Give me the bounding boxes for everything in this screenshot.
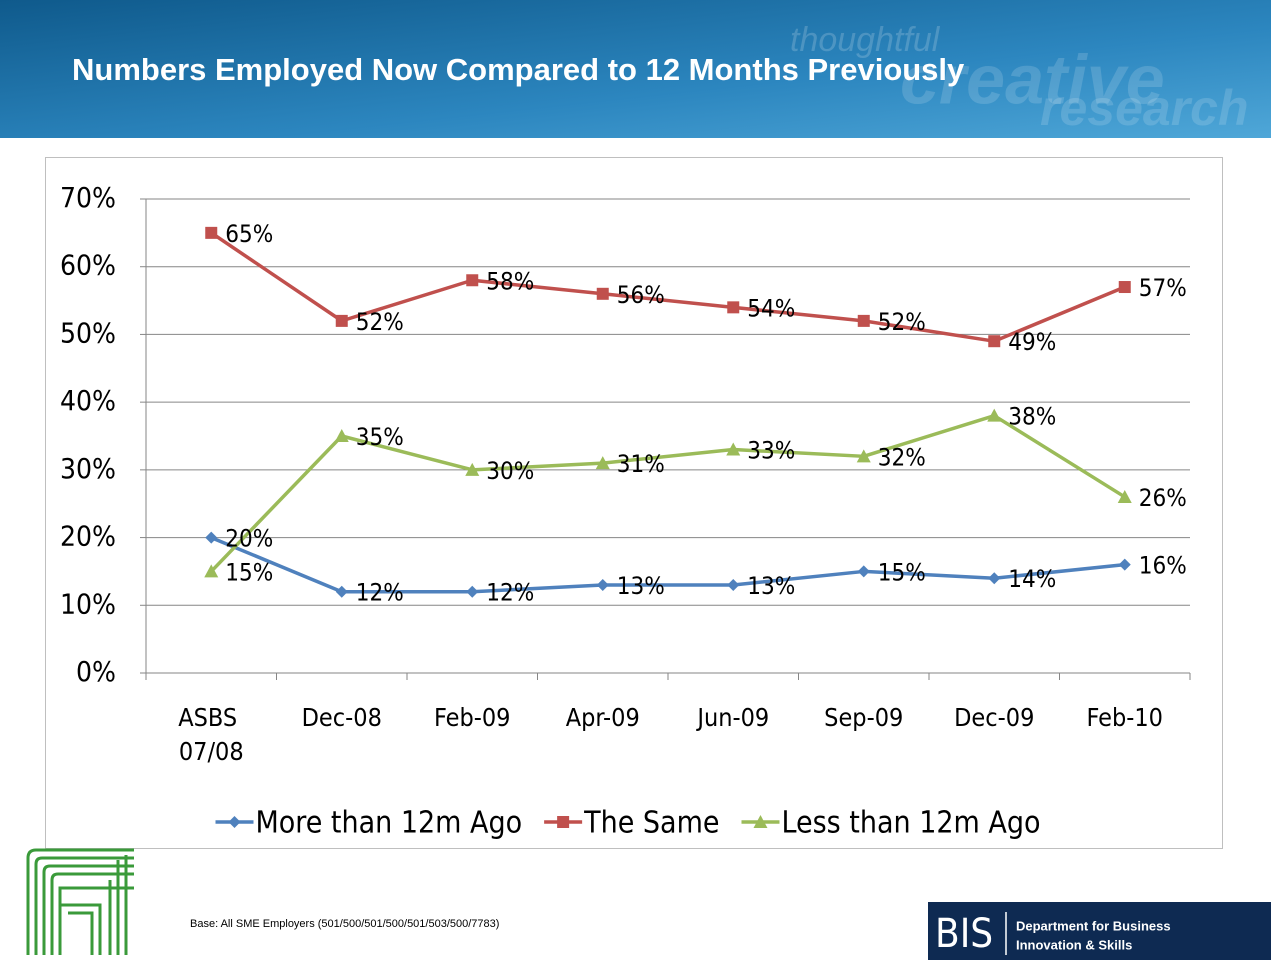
marker <box>857 565 870 578</box>
marker <box>334 429 349 442</box>
data-label: 30% <box>486 457 534 485</box>
watermark: research <box>1040 80 1249 136</box>
watermark: thoughtful <box>790 21 941 59</box>
y-tick-label: 0% <box>76 655 116 688</box>
marker <box>726 442 741 456</box>
series-line <box>210 231 1126 343</box>
legend-label: The Same <box>583 806 719 841</box>
data-label: 15% <box>225 558 273 586</box>
legend: More than 12m Ago The Same Less than 12m A… <box>215 806 1041 841</box>
marker <box>753 815 768 828</box>
x-tick-label: Dec-09 <box>954 703 1034 732</box>
y-tick-label: 10% <box>60 587 116 620</box>
y-tick-label: 60% <box>60 249 116 282</box>
data-label: 20% <box>225 525 273 553</box>
marker <box>335 585 348 598</box>
y-tick-label: 40% <box>60 384 116 417</box>
marker <box>987 408 1002 422</box>
marker <box>205 531 218 544</box>
data-label: 13% <box>617 572 665 600</box>
marker <box>465 462 480 476</box>
marker <box>856 449 871 463</box>
y-tick-label: 30% <box>60 452 116 485</box>
data-label: 16% <box>1139 552 1187 580</box>
marker <box>466 585 479 598</box>
data-label: 32% <box>878 443 926 471</box>
x-tick-label: Jun-09 <box>695 703 769 732</box>
data-label: 65% <box>225 220 273 248</box>
marker <box>557 816 570 828</box>
watermark: creative <box>900 40 1165 118</box>
data-label: 12% <box>356 579 404 607</box>
data-label: 35% <box>356 423 404 451</box>
data-label: 49% <box>1008 328 1056 356</box>
marker <box>727 578 740 591</box>
data-label: 13% <box>747 572 795 600</box>
bis-line: Department for Business <box>1016 918 1171 933</box>
marker <box>988 335 1001 348</box>
marker <box>205 226 218 239</box>
bis-logo <box>928 902 1271 960</box>
data-label: 58% <box>486 267 534 295</box>
legend-label: Less than 12m Ago <box>781 806 1040 841</box>
x-tick-label: ASBS 07/08 <box>178 703 244 766</box>
marker <box>596 287 609 300</box>
marker <box>228 816 241 828</box>
marker <box>204 564 219 578</box>
x-tick-label: Feb-09 <box>434 703 510 732</box>
data-label: 54% <box>747 294 795 322</box>
x-tick-label: Sep-09 <box>824 703 903 732</box>
marker <box>1117 489 1132 503</box>
bis-mark: BIS <box>935 911 993 957</box>
data-label: 52% <box>878 308 926 336</box>
data-label: 38% <box>1008 403 1056 431</box>
series-line <box>209 413 1126 573</box>
marker <box>988 572 1001 585</box>
legend-label: More than 12m Ago <box>256 806 523 841</box>
y-tick-label: 50% <box>60 316 116 349</box>
header-band <box>0 0 1271 138</box>
y-tick-label: 20% <box>60 520 116 553</box>
data-label: 15% <box>878 558 926 586</box>
company-logo <box>26 848 134 955</box>
base-note: Base: All SME Employers (501/500/501/500… <box>190 918 499 930</box>
series-line <box>210 535 1125 594</box>
marker <box>1118 558 1131 571</box>
chart: 0% 10% 20% 30% 40% 50% 60% 70% ASBS 07/08 Dec-08 F… <box>60 181 1191 841</box>
marker <box>727 301 740 314</box>
x-tick-label: Feb-10 <box>1087 703 1163 732</box>
marker <box>595 456 610 470</box>
data-label: 52% <box>356 308 404 336</box>
x-tick-label: Apr-09 <box>566 703 640 732</box>
marker <box>1118 281 1131 294</box>
chart-frame <box>45 157 1223 849</box>
data-label: 31% <box>617 450 665 478</box>
slide-title: Numbers Employed Now Compared to 12 Mont… <box>72 52 965 87</box>
data-label: 33% <box>747 437 795 465</box>
marker <box>596 578 609 591</box>
data-label: 56% <box>617 281 665 309</box>
data-label: 57% <box>1139 274 1187 302</box>
marker <box>857 314 870 327</box>
marker <box>335 314 348 327</box>
marker <box>466 274 479 287</box>
data-label: 12% <box>486 579 534 607</box>
data-label: 14% <box>1008 565 1056 593</box>
bis-line: Innovation & Skills <box>1016 937 1132 952</box>
y-tick-label: 70% <box>60 181 116 214</box>
data-label: 26% <box>1139 484 1187 512</box>
x-tick-label: Dec-08 <box>302 703 382 732</box>
